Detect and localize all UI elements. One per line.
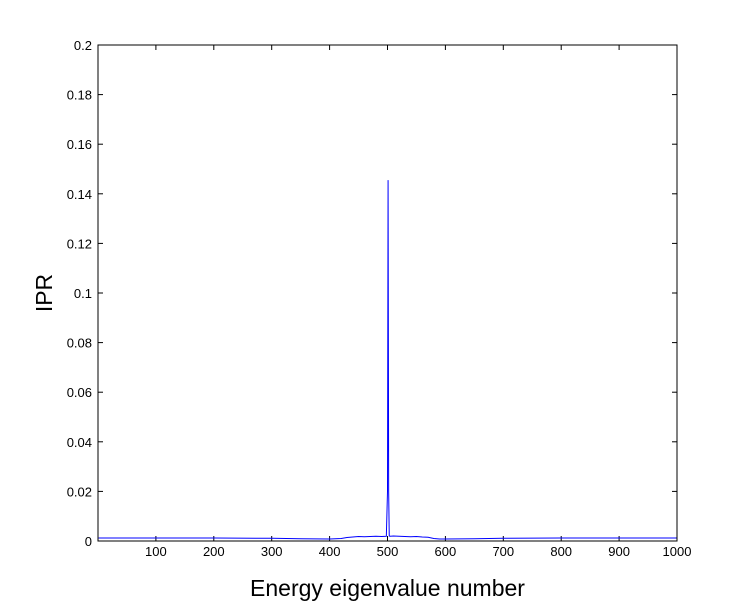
y-tick-label: 0.08 xyxy=(67,336,92,351)
y-tick-label: 0.06 xyxy=(67,385,92,400)
x-tick-label: 500 xyxy=(377,544,399,559)
y-tick-label: 0.16 xyxy=(67,137,92,152)
x-tick-label: 900 xyxy=(608,544,630,559)
x-tick-label: 700 xyxy=(492,544,514,559)
axis-ticks: 100 200 300 400 500 600 700 800 900 1000 0 0.02 0.04… xyxy=(67,38,692,559)
plot-frame xyxy=(97,44,678,542)
y-tick-label: 0.12 xyxy=(67,236,92,251)
x-axis-label: Energy eigenvalue number xyxy=(250,575,525,601)
y-tick-label: 0.02 xyxy=(67,484,92,499)
y-axis-label: IPR xyxy=(31,274,57,312)
y-tick-label: 0.2 xyxy=(74,38,92,53)
series-line xyxy=(98,180,677,540)
y-tick-label: 0.14 xyxy=(67,187,92,202)
y-tick-label: 0.04 xyxy=(67,435,92,450)
y-tick-label: 0.18 xyxy=(67,88,92,103)
x-tick-label: 100 xyxy=(145,544,167,559)
y-tick-label: 0.1 xyxy=(74,286,92,301)
x-tick-label: 400 xyxy=(319,544,341,559)
x-tick-label: 300 xyxy=(261,544,283,559)
x-tick-label: 600 xyxy=(435,544,457,559)
x-tick-label: 800 xyxy=(550,544,572,559)
x-tick-label: 1000 xyxy=(663,544,692,559)
y-tick-label: 0 xyxy=(85,534,92,549)
x-tick-label: 200 xyxy=(203,544,225,559)
series-layer xyxy=(98,180,677,540)
